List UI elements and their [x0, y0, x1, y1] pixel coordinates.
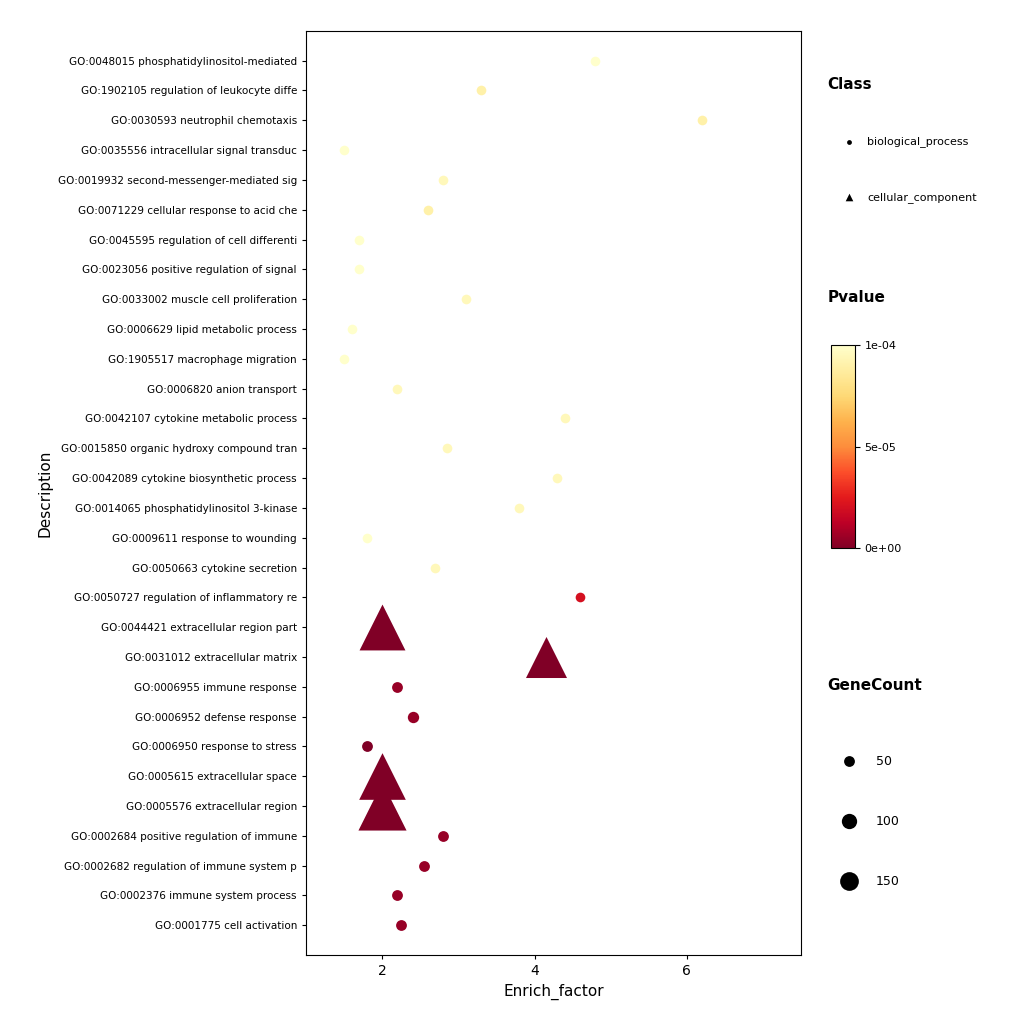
- Point: [374, 619, 390, 636]
- Point: [374, 798, 390, 814]
- Point: [351, 231, 367, 248]
- X-axis label: Enrich_factor: Enrich_factor: [502, 984, 603, 1000]
- Point: [389, 380, 406, 396]
- Point: [438, 440, 454, 456]
- Point: [587, 52, 603, 69]
- Text: GeneCount: GeneCount: [826, 678, 921, 693]
- Text: 50: 50: [875, 755, 892, 767]
- Text: Class: Class: [826, 77, 871, 92]
- Text: cellular_component: cellular_component: [866, 192, 976, 202]
- Point: [389, 679, 406, 695]
- Text: 150: 150: [875, 875, 899, 887]
- Text: 100: 100: [875, 814, 899, 828]
- Point: [434, 828, 450, 844]
- Point: [548, 469, 565, 486]
- Point: [392, 917, 409, 934]
- Text: Pvalue: Pvalue: [826, 290, 884, 305]
- Point: [416, 858, 432, 874]
- Point: [343, 320, 360, 337]
- Y-axis label: Description: Description: [37, 449, 52, 537]
- Point: [434, 172, 450, 188]
- Point: [537, 649, 553, 665]
- Point: [374, 768, 390, 785]
- Point: [335, 350, 352, 367]
- Point: [351, 261, 367, 277]
- Point: [335, 142, 352, 158]
- Point: [458, 291, 474, 307]
- Point: [556, 410, 573, 426]
- Point: [359, 530, 375, 546]
- Point: [359, 738, 375, 755]
- Point: [511, 500, 527, 517]
- Point: [405, 709, 421, 725]
- Text: biological_process: biological_process: [866, 137, 967, 147]
- Point: [427, 560, 443, 576]
- Point: [419, 201, 435, 218]
- Point: [572, 589, 588, 606]
- Point: [693, 112, 709, 128]
- Point: [473, 82, 489, 99]
- Point: [389, 887, 406, 904]
